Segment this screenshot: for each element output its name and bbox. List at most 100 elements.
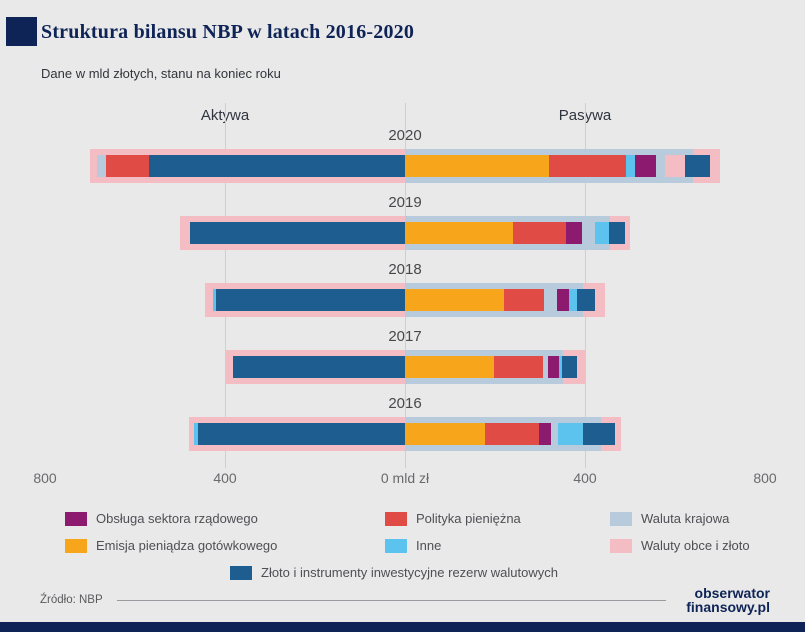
segment-inne [557,423,583,445]
axis-tick-zero: 0 mld zł [380,470,430,486]
aktywa-bar-2019 [180,216,405,250]
segment-emisja [405,356,495,378]
axis-tick: 800 [33,470,57,486]
segment-emisja [405,222,513,244]
pasywa-stack [405,155,710,177]
legend-column: Polityka pieniężna Inne [385,511,521,553]
aktywa-bar-2020 [90,149,405,183]
segment-emisja [405,289,504,311]
bottom-navy-bar [0,622,805,632]
year-row: 2016 [0,395,805,462]
legend-swatch-obce [610,538,632,553]
segment-zloto [582,423,616,445]
legend-item-polityka: Polityka pieniężna [385,511,521,526]
page-title: Struktura bilansu NBP w latach 2016-2020 [41,21,415,43]
legend-item-obce: Waluty obce i złoto [610,538,750,553]
segment-zloto [608,222,625,244]
segment-polityka [105,155,149,177]
title-marker [6,17,37,46]
pasywa-bar-2016 [405,417,621,451]
legend-swatch-inne [385,538,407,553]
year-label: 2020 [388,127,422,144]
legend-item-obsluga: Obsługa sektora rządowego [65,511,277,526]
year-label: 2019 [388,194,422,211]
segment-zloto [189,222,405,244]
legend-item-krajowa: Waluta krajowa [610,511,750,526]
segment-zloto [198,423,405,445]
segment-inne [625,155,636,177]
pasywa-stack [405,222,625,244]
footer: Źródło: NBP obserwator finansowy.pl [40,586,770,614]
aktywa-stack [194,423,405,445]
segment-krajowa [96,155,106,177]
aktywa-bar-2016 [189,417,405,451]
year-label: 2018 [388,261,422,278]
brand-line1: obserwator [694,585,770,601]
legend-item-emisja: Emisja pieniądza gotówkowego [65,538,277,553]
segment-inne [194,423,198,445]
segment-inne [558,356,563,378]
axis-tick: 400 [213,470,237,486]
segment-inne [213,289,216,311]
year-row: 2018 [0,261,805,328]
aktywa-stack [96,155,405,177]
aktywa-stack [233,356,405,378]
year-label: 2016 [388,395,422,412]
segment-inne [568,289,577,311]
pasywa-stack [405,356,577,378]
pasywa-bar-2020 [405,149,720,183]
segment-inne [595,222,609,244]
segment-polityka [513,222,567,244]
brand-line2: finansowy.pl [686,599,770,615]
legend-swatch-emisja [65,538,87,553]
pasywa-stack [405,423,616,445]
segment-emisja [405,155,549,177]
aktywa-bar-2017 [225,350,405,384]
chart-rows: 2020 2019 2018 2017 2016 [0,127,805,462]
year-row: 2020 [0,127,805,194]
legend-swatch-krajowa [610,511,632,526]
aktywa-stack [189,222,405,244]
segment-obsluga [566,222,582,244]
legend-column: Waluta krajowa Waluty obce i złoto [610,511,750,553]
chart-subtitle: Dane w mld złotych, stanu na koniec roku [41,66,281,81]
brand-logo[interactable]: obserwator finansowy.pl [686,586,770,614]
legend-label: Emisja pieniądza gotówkowego [96,538,278,553]
segment-zloto [216,289,405,311]
segment-polityka [494,356,543,378]
source-label: Źródło: NBP [40,594,103,606]
legend-item-inne: Inne [385,538,521,553]
segment-obsluga [539,423,552,445]
legend-item-zloto: Złoto i instrumenty inwestycyjne rezerw … [230,565,558,580]
legend-label: Złoto i instrumenty inwestycyjne rezerw … [261,565,558,580]
segment-emisja [405,423,486,445]
segment-zloto [684,155,710,177]
pasywa-bar-2017 [405,350,585,384]
pasywa-bar-2019 [405,216,630,250]
segment-krajowa [551,423,558,445]
legend-swatch-obsluga [65,511,87,526]
legend: Obsługa sektora rządowego Emisja pieniądz… [0,511,805,589]
legend-swatch-zloto [230,565,252,580]
legend-label: Waluta krajowa [641,511,730,526]
segment-obsluga [548,356,559,378]
year-row: 2017 [0,328,805,395]
segment-polityka [549,155,626,177]
segment-zloto [562,356,577,378]
segment-krajowa [543,289,558,311]
footer-divider [116,599,667,601]
legend-bottom-row: Złoto i instrumenty inwestycyjne rezerw … [230,565,558,580]
segment-krajowa [581,222,596,244]
segment-obsluga [635,155,656,177]
pasywa-stack [405,289,595,311]
aktywa-bar-2018 [204,283,405,317]
axis-tick: 800 [753,470,777,486]
segment-zloto [576,289,595,311]
segment-polityka [504,289,544,311]
pasywa-bar-2018 [405,283,606,317]
axis-tick: 400 [573,470,597,486]
legend-label: Inne [416,538,442,553]
year-row: 2019 [0,194,805,261]
legend-label: Obsługa sektora rządowego [96,511,258,526]
segment-zloto [233,356,405,378]
